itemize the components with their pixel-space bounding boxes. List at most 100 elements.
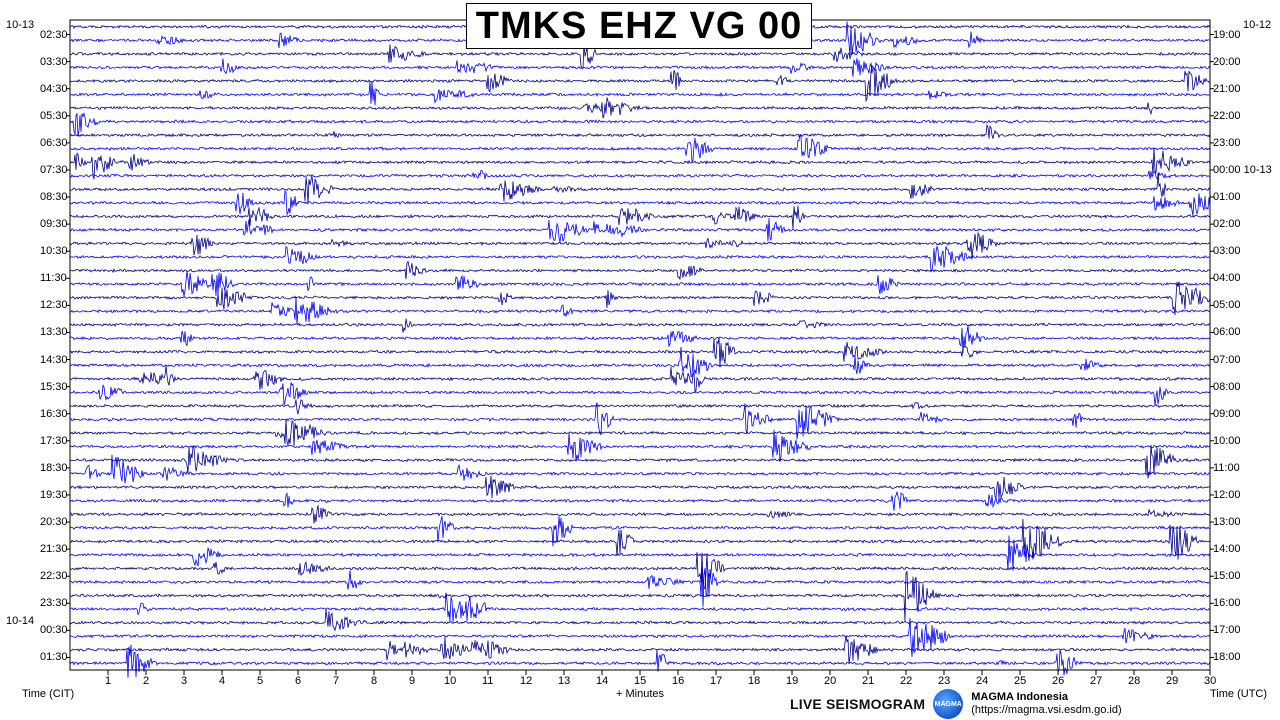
seismic-trace <box>69 218 1211 243</box>
x-tick-label: 12 <box>520 675 533 687</box>
right-time-label: 17:00 <box>1213 624 1241 637</box>
left-time-label: 19:30 <box>40 488 68 501</box>
right-time-label: 06:00 <box>1213 326 1241 339</box>
seismic-trace <box>69 205 1211 229</box>
left-date-label: 10-14 <box>6 614 35 627</box>
seismic-trace <box>69 429 1210 462</box>
x-tick-label: 18 <box>748 675 761 687</box>
left-time-label: 09:30 <box>40 218 68 231</box>
x-tick-label: 29 <box>1166 675 1179 687</box>
x-tick-label: 21 <box>862 675 875 687</box>
right-time-label: 15:00 <box>1213 570 1241 583</box>
left-time-label: 00:30 <box>40 624 68 637</box>
footer-brand: LIVE SEISMOGRAM MAGMA MAGMA Indonesia (h… <box>790 688 1122 720</box>
seismic-trace <box>69 505 1211 524</box>
x-tick-label: 27 <box>1090 675 1103 687</box>
right-axis-label: Time (UTC) <box>1210 688 1268 700</box>
seismic-trace <box>69 169 1210 180</box>
seismic-trace <box>69 609 1211 632</box>
x-tick-label: 28 <box>1128 675 1141 687</box>
left-time-label: 21:30 <box>40 543 68 556</box>
brand-url[interactable]: (https://magma.vsi.esdm.go.id) <box>971 704 1122 716</box>
brand-name: MAGMA Indonesia <box>971 691 1068 703</box>
right-time-label: 07:00 <box>1213 353 1241 366</box>
magma-logo-icon[interactable]: MAGMA <box>933 689 964 719</box>
left-time-label: 13:30 <box>40 326 68 339</box>
left-time-label: 14:30 <box>40 353 68 366</box>
seismic-trace <box>69 189 1211 216</box>
station-title: TMKS EHZ VG 00 <box>466 3 812 49</box>
x-tick-label: 1 <box>105 675 112 687</box>
seismic-trace <box>69 58 1211 77</box>
seismic-trace <box>69 454 1211 484</box>
left-time-label: 01:30 <box>40 651 68 664</box>
seismic-trace <box>69 325 1211 353</box>
x-tick-label: 26 <box>1052 675 1065 687</box>
seismic-trace <box>69 552 1211 590</box>
right-time-label: 22:00 <box>1213 109 1241 122</box>
x-tick-label: 11 <box>482 675 494 687</box>
x-tick-label: 20 <box>824 675 837 687</box>
x-tick-label: 13 <box>558 675 571 687</box>
seismic-trace <box>70 172 1211 204</box>
x-tick-label: 24 <box>976 675 989 687</box>
seismic-trace <box>69 382 1211 406</box>
left-date-label: 10-13 <box>6 19 35 31</box>
x-tick-label: 3 <box>181 675 188 687</box>
left-time-label: 22:30 <box>40 570 68 583</box>
left-time-label: 04:30 <box>40 82 68 95</box>
seismic-trace <box>69 475 1211 500</box>
seismic-trace <box>69 270 1211 297</box>
left-time-label: 20:30 <box>40 516 68 529</box>
seismic-trace <box>70 365 1211 393</box>
right-time-label: 01:00 <box>1213 191 1241 204</box>
seismic-trace <box>69 402 1211 440</box>
x-tick-label: 22 <box>900 675 913 687</box>
left-time-label: 17:30 <box>40 434 68 447</box>
seismic-trace <box>69 516 1211 547</box>
right-axis-ticks <box>1210 34 1214 658</box>
seismic-trace <box>69 444 1211 479</box>
left-time-label: 07:30 <box>40 163 68 176</box>
seismogram-traces <box>69 15 1211 678</box>
x-axis-label: + Minutes <box>616 688 664 700</box>
left-time-label: 08:30 <box>40 191 68 204</box>
right-time-label: 12:00 <box>1213 488 1241 501</box>
right-time-label: 19:00 <box>1213 28 1241 41</box>
right-time-label: 04:00 <box>1213 272 1241 285</box>
seismic-trace <box>69 64 1211 103</box>
seismic-trace <box>69 567 1211 607</box>
x-tick-label: 25 <box>1014 675 1027 687</box>
right-time-label: 02:00 <box>1213 218 1241 231</box>
seismic-trace <box>69 281 1211 316</box>
live-seismogram-label: LIVE SEISMOGRAM <box>790 696 926 712</box>
seismic-trace <box>69 346 1211 378</box>
right-time-label: 20:00 <box>1213 55 1241 68</box>
seismic-trace <box>70 43 1211 69</box>
left-time-label: 12:30 <box>40 299 68 312</box>
right-time-label: 21:00 <box>1213 82 1241 95</box>
seismic-trace <box>69 518 1211 563</box>
seismic-trace <box>69 535 1211 571</box>
seismic-trace <box>69 318 1211 333</box>
x-tick-label: 2 <box>143 675 150 687</box>
right-time-label: 03:00 <box>1213 245 1241 258</box>
left-axis-ticks <box>66 34 70 658</box>
x-tick-label: 30 <box>1204 675 1217 687</box>
left-time-label: 23:30 <box>40 597 68 610</box>
seismic-trace <box>69 147 1211 181</box>
right-time-label: 09:00 <box>1213 407 1241 420</box>
right-time-label: 08:00 <box>1213 380 1241 393</box>
seismic-trace <box>69 570 1211 622</box>
seismic-trace <box>69 618 1211 657</box>
x-tick-label: 19 <box>786 675 799 687</box>
right-time-label: 05:00 <box>1213 299 1241 312</box>
logo-text: MAGMA <box>934 700 962 708</box>
x-tick-label: 4 <box>219 675 226 687</box>
seismic-trace <box>69 644 1211 678</box>
x-tick-label: 14 <box>596 675 609 687</box>
x-tick-label: 5 <box>257 675 264 687</box>
left-axis-label: Time (CIT) <box>22 688 75 700</box>
right-time-label: 14:00 <box>1213 543 1241 556</box>
